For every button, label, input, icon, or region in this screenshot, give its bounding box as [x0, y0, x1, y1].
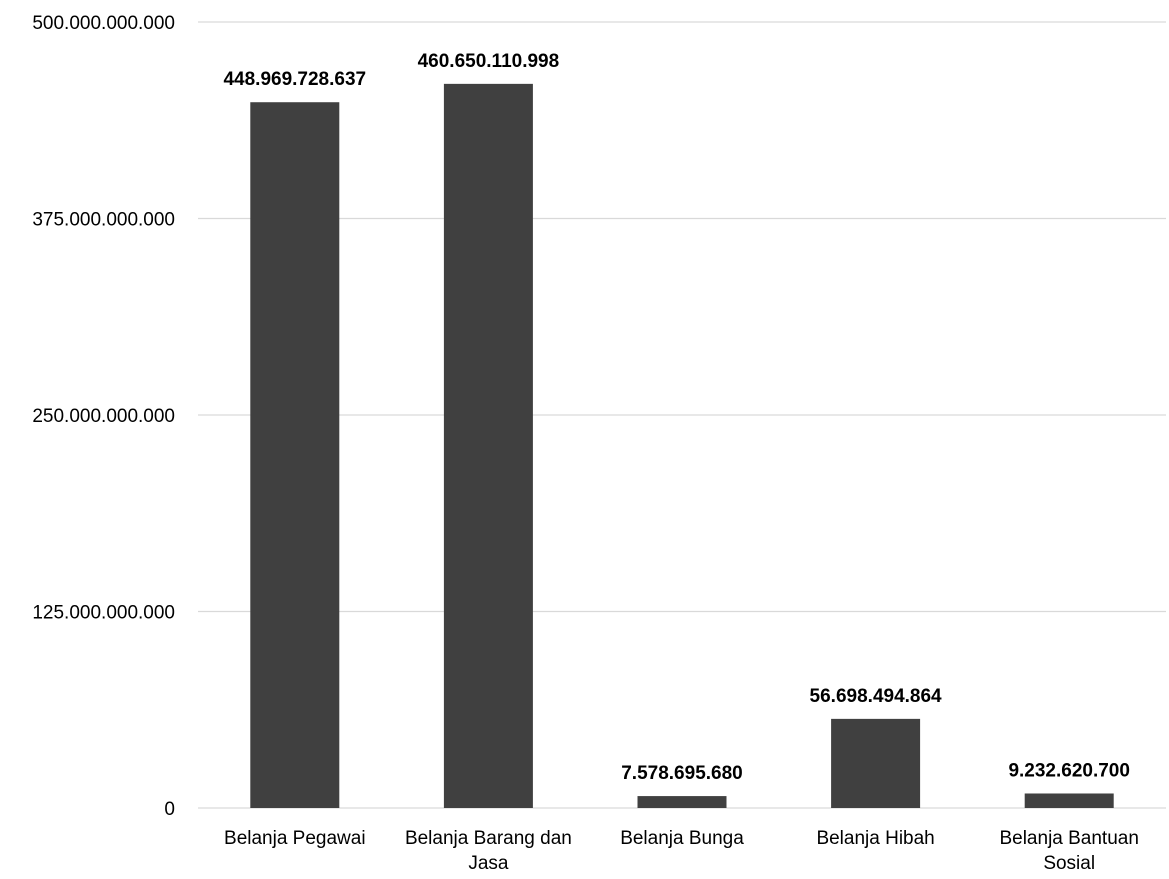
y-tick-label: 250.000.000.000: [32, 406, 175, 427]
x-tick-label: Belanja Pegawai: [224, 828, 366, 849]
x-tick-label-line: Belanja Pegawai: [224, 828, 366, 849]
x-tick-label-line: Belanja Bantuan: [999, 828, 1138, 849]
bar: [637, 796, 727, 808]
x-tick-label: Belanja Hibah: [816, 828, 934, 849]
y-axis-tick-labels: 0 125.000.000.000 250.000.000.000 375.000.0…: [32, 13, 175, 820]
data-label: 9.232.620.700: [1008, 760, 1130, 781]
x-tick-label-line: Belanja Hibah: [816, 828, 934, 849]
x-tick-label: Belanja Bantuan Sosial: [999, 828, 1138, 874]
bar: [443, 83, 533, 808]
data-label: 460.650.110.998: [418, 51, 560, 72]
y-tick-label: 500.000.000.000: [32, 13, 175, 34]
gridlines: [198, 21, 1166, 809]
x-axis-category-labels: Belanja Pegawai Belanja Barang dan JasaBel…: [224, 828, 1139, 874]
data-label: 56.698.494.864: [810, 686, 943, 707]
bars: [250, 83, 1114, 808]
x-tick-label-line: Jasa: [468, 853, 509, 874]
bar: [1024, 793, 1114, 808]
y-tick-label: 125.000.000.000: [32, 603, 175, 624]
x-tick-label-line: Belanja Barang dan: [405, 828, 572, 849]
x-tick-label: Belanja Bunga: [620, 828, 744, 849]
bar: [250, 102, 340, 808]
bar: [831, 718, 921, 808]
x-tick-label-line: Belanja Bunga: [620, 828, 744, 849]
x-tick-label-line: Sosial: [1043, 853, 1095, 874]
data-label: 448.969.728.637: [223, 69, 366, 90]
data-labels: 448.969.728.637 460.650.110.998 7.578.695.…: [223, 51, 1129, 784]
y-tick-label: 375.000.000.000: [32, 210, 175, 231]
y-tick-label: 0: [164, 799, 175, 820]
x-tick-label: Belanja Barang dan Jasa: [405, 828, 572, 874]
data-label: 7.578.695.680: [621, 763, 743, 784]
